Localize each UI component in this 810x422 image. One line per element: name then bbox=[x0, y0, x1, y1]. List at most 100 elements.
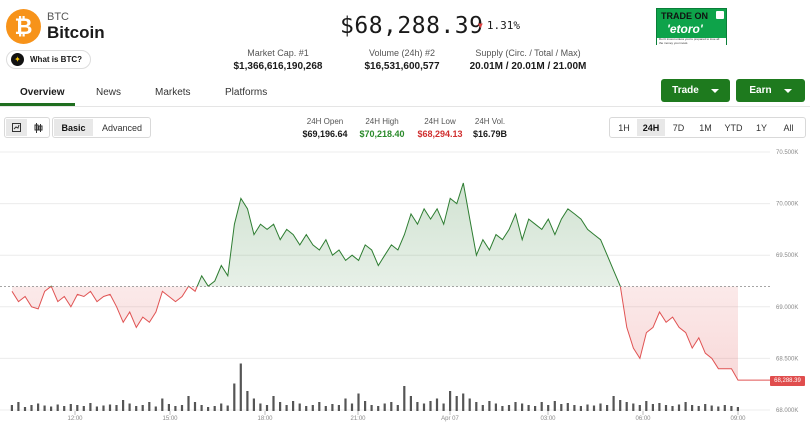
range-ytd[interactable]: YTD bbox=[724, 122, 743, 133]
x-tick-label: 21:00 bbox=[350, 416, 366, 422]
volume-bar bbox=[606, 405, 609, 411]
volume-bar bbox=[95, 406, 98, 411]
x-tick-label: 18:00 bbox=[257, 416, 273, 422]
volume-bar bbox=[89, 403, 92, 411]
candlestick-icon[interactable] bbox=[28, 119, 49, 136]
ad-headline: TRADE ON bbox=[661, 11, 708, 21]
line-chart-icon[interactable] bbox=[6, 119, 27, 136]
volume-bar bbox=[220, 403, 223, 411]
earn-label: Earn bbox=[749, 85, 772, 96]
volume-bar bbox=[514, 402, 517, 411]
advanced-mode-button[interactable]: Advanced bbox=[101, 122, 143, 133]
volume-bar bbox=[259, 403, 262, 411]
range-all[interactable]: All bbox=[783, 122, 794, 133]
y-tick-label: 68.500K bbox=[776, 356, 798, 362]
volume-bar bbox=[625, 402, 628, 411]
ad-info-icon[interactable] bbox=[716, 11, 724, 19]
volume-bar bbox=[540, 402, 543, 411]
volume-bar bbox=[462, 393, 465, 411]
volume-bar bbox=[154, 406, 157, 411]
volume-bar bbox=[717, 406, 720, 411]
volume-bar bbox=[115, 405, 118, 411]
volume-bar bbox=[429, 401, 432, 411]
tabs-divider bbox=[0, 106, 810, 107]
volume-bar bbox=[56, 404, 59, 411]
volume-bar bbox=[534, 406, 537, 411]
volume-bar bbox=[560, 404, 563, 411]
volume-bar bbox=[547, 405, 550, 411]
volume-bar bbox=[710, 405, 713, 411]
coin-ticker: BTC bbox=[47, 11, 69, 23]
volume-bar bbox=[697, 406, 700, 411]
mode-toggle: Basic Advanced bbox=[52, 117, 151, 138]
range-1h[interactable]: 1H bbox=[618, 122, 630, 133]
volume-bar bbox=[246, 391, 249, 411]
volume-bar bbox=[475, 402, 478, 411]
volume-bar bbox=[664, 405, 668, 411]
volume-bar bbox=[409, 396, 412, 411]
range-1m[interactable]: 1M bbox=[699, 122, 712, 133]
earn-button[interactable]: Earn bbox=[736, 79, 805, 102]
volume-bar bbox=[677, 404, 681, 411]
what-is-btc-label: What is BTC? bbox=[30, 55, 82, 64]
volume-bar bbox=[592, 405, 596, 411]
volume-bar bbox=[671, 406, 674, 411]
tab-markets[interactable]: Markets bbox=[155, 87, 191, 98]
volume-bar bbox=[141, 405, 144, 411]
volume-bar bbox=[311, 405, 314, 411]
price-chart[interactable]: 70.500K 70.000K 69.500K 69.000K 68.500K 68.00… bbox=[0, 144, 810, 422]
volume-bar bbox=[704, 404, 707, 411]
tab-overview[interactable]: Overview bbox=[20, 87, 65, 98]
volume-bar bbox=[23, 407, 27, 411]
range-24h[interactable]: 24H bbox=[637, 119, 665, 136]
volume-bar bbox=[239, 363, 242, 411]
volume-bar bbox=[573, 405, 576, 411]
volume-bar bbox=[612, 396, 615, 411]
volume-bar bbox=[579, 406, 582, 411]
tab-platforms[interactable]: Platforms bbox=[225, 87, 268, 98]
trade-label: Trade bbox=[672, 85, 699, 96]
volume-bar bbox=[566, 403, 569, 411]
volume-bar bbox=[265, 405, 269, 411]
tab-news[interactable]: News bbox=[96, 87, 122, 98]
supply-value: 20.01M / 20.01M / 21.00M bbox=[469, 61, 587, 72]
volume-bar bbox=[599, 403, 602, 411]
volume-bar bbox=[691, 405, 694, 411]
volume-bar bbox=[383, 403, 386, 411]
time-range-selector: 1H 24H 7D 1M YTD 1Y All bbox=[609, 117, 806, 138]
x-tick-label: 15:00 bbox=[162, 416, 178, 422]
basic-mode-button[interactable]: Basic bbox=[54, 119, 93, 136]
volume-bar bbox=[200, 405, 203, 411]
vol-value: $16.79B bbox=[472, 129, 508, 139]
range-7d[interactable]: 7D bbox=[672, 122, 685, 133]
volume-bar bbox=[377, 406, 380, 411]
x-tick-label: 06:00 bbox=[635, 416, 651, 422]
volume-bar bbox=[527, 405, 530, 411]
y-tick-label: 70.500K bbox=[776, 150, 798, 156]
volume-bar bbox=[148, 402, 151, 411]
volume-bar bbox=[507, 405, 511, 411]
volume-value: $16,531,600,577 bbox=[364, 61, 440, 72]
volume-bar bbox=[102, 405, 105, 411]
volume-bar bbox=[658, 403, 661, 411]
volume-bar bbox=[494, 403, 497, 411]
what-is-btc-button[interactable]: ✦ What is BTC? bbox=[6, 50, 91, 69]
ohlv-volume: 24H Vol. $16.79B bbox=[455, 117, 525, 139]
volume-bar bbox=[17, 402, 20, 411]
chart-type-toggle bbox=[4, 117, 50, 138]
volume-bar bbox=[233, 383, 236, 411]
down-arrow-icon: ▼ bbox=[478, 21, 483, 30]
volume-bar bbox=[174, 406, 177, 411]
trade-button[interactable]: Trade bbox=[661, 79, 730, 102]
volume-bar bbox=[521, 403, 524, 411]
volume-bar bbox=[207, 407, 210, 411]
volume-bar bbox=[357, 393, 360, 411]
x-tick-label: 09:00 bbox=[730, 416, 746, 422]
volume-bar bbox=[285, 405, 288, 411]
range-1y[interactable]: 1Y bbox=[755, 122, 767, 133]
price-change: ▼ 1.31% bbox=[478, 19, 520, 32]
etoro-ad-banner[interactable]: TRADE ON 'etoro' Don't invest unless you… bbox=[656, 8, 727, 45]
volume-bar bbox=[651, 404, 654, 411]
volume-bar bbox=[63, 406, 66, 411]
volume-bar bbox=[108, 404, 112, 411]
